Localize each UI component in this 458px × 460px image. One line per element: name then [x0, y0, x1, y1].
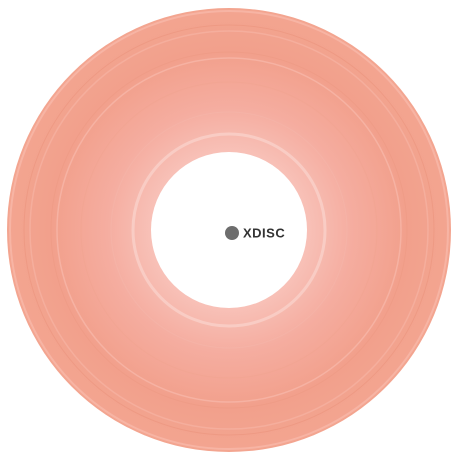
grooves — [9, 10, 449, 450]
logo-dot — [225, 226, 239, 240]
logo-text: XDISC — [243, 225, 285, 240]
